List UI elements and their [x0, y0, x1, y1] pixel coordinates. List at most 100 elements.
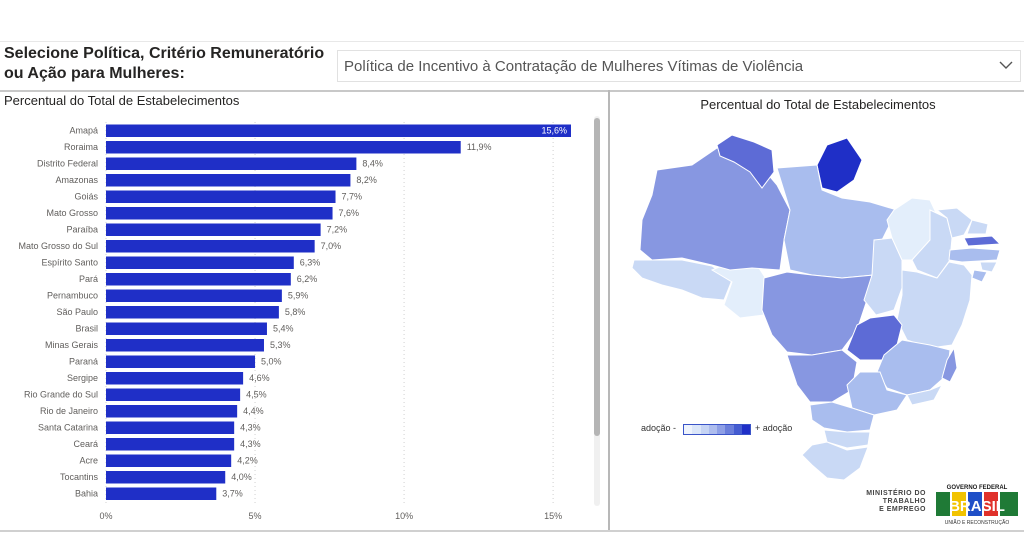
bar: [106, 405, 238, 418]
x-tick-label: 0%: [99, 511, 112, 521]
map-state-amapa: [816, 137, 863, 193]
category-label: Ceará: [73, 439, 98, 449]
legend-high-label: + adoção: [755, 423, 793, 433]
bar: [106, 207, 333, 220]
map-state-espirito-santo: [941, 346, 958, 383]
category-label: Sergipe: [67, 373, 98, 383]
data-label: 3,7%: [222, 489, 243, 499]
data-label: 7,2%: [327, 225, 348, 235]
category-label: Paraíba: [66, 225, 98, 235]
map-state-parana: [809, 401, 875, 433]
bar: [106, 487, 217, 500]
ministry-logo-text: MINISTÉRIO DO TRABALHO E EMPREGO: [850, 490, 926, 514]
data-label: 11,9%: [467, 142, 492, 152]
map-state-ceara: [935, 207, 973, 239]
svg-text:BRASIL: BRASIL: [949, 498, 1005, 515]
selector-label: Selecione Política, Critério Remuneratór…: [4, 45, 325, 82]
ministry-line: TRABALHO: [882, 498, 926, 505]
category-label: Rio Grande do Sul: [24, 390, 98, 400]
bar: [106, 421, 235, 434]
category-label: Espírito Santo: [41, 258, 98, 268]
data-label: 15,6%: [541, 126, 567, 136]
x-tick-label: 15%: [544, 511, 562, 521]
data-label: 4,3%: [240, 423, 261, 433]
category-label: Amazonas: [55, 175, 98, 185]
dropdown-selected-value[interactable]: Política de Incentivo à Contratação de M…: [344, 58, 804, 75]
bar: [106, 388, 241, 401]
svg-text:GOVERNO FEDERAL: GOVERNO FEDERAL: [947, 485, 1008, 491]
map-state-rio-grande-do-sul: [801, 441, 869, 481]
bar: [106, 355, 256, 368]
data-label: 7,7%: [342, 192, 363, 202]
governo-federal-logo: GOVERNO FEDERAL BRASIL UNIÃO E RECONSTRU…: [936, 485, 1018, 526]
legend-swatch: [741, 425, 750, 434]
category-label: Pernambuco: [47, 291, 98, 301]
data-label: 5,8%: [285, 307, 306, 317]
bottom-divider: [0, 530, 1024, 532]
map-title: Percentual do Total de Estabelecimentos: [700, 97, 936, 112]
legend-swatch: [725, 425, 734, 434]
data-label: 5,3%: [270, 340, 291, 350]
bar: [106, 141, 461, 154]
data-label: 8,4%: [362, 159, 383, 169]
bar: [106, 471, 226, 484]
data-label: 4,6%: [249, 373, 270, 383]
legend-swatch: [684, 425, 693, 434]
bar: [106, 454, 232, 467]
bar: [106, 289, 282, 302]
bar: [106, 306, 279, 319]
bar: [106, 223, 321, 236]
data-label: 5,9%: [288, 291, 309, 301]
map-state-alagoas: [979, 261, 998, 273]
data-label: 4,3%: [240, 439, 261, 449]
bar: [106, 174, 351, 187]
brazil-map: [631, 134, 1002, 481]
top-divider: [0, 41, 1024, 42]
bar-chart-title: Percentual do Total de Estabelecimentos: [4, 93, 240, 108]
bar: [106, 339, 264, 352]
svg-text:UNIÃO E RECONSTRUÇÃO: UNIÃO E RECONSTRUÇÃO: [945, 519, 1010, 526]
data-label: 8,2%: [356, 175, 377, 185]
map-state-paraiba: [963, 235, 1002, 247]
data-label: 4,2%: [237, 456, 258, 466]
category-label: Minas Gerais: [45, 340, 99, 350]
category-label: Pará: [79, 274, 98, 284]
panel-divider: [0, 90, 1024, 92]
data-label: 7,0%: [321, 241, 342, 251]
data-label: 7,6%: [339, 208, 360, 218]
legend-color-scale: [683, 424, 751, 435]
legend-swatch: [700, 425, 709, 434]
data-label: 4,5%: [246, 390, 267, 400]
x-tick-label: 5%: [249, 511, 262, 521]
category-label: São Paulo: [56, 307, 98, 317]
category-label: Mato Grosso do Sul: [18, 241, 98, 251]
ministry-line: E EMPREGO: [879, 506, 926, 513]
chevron-down-icon[interactable]: [998, 58, 1014, 72]
scrollbar-thumb[interactable]: [594, 118, 600, 436]
data-label: 5,4%: [273, 324, 294, 334]
data-label: 4,4%: [243, 406, 264, 416]
bar: [106, 240, 315, 253]
category-label: Tocantins: [60, 472, 99, 482]
panel-vertical-divider: [608, 90, 610, 530]
legend-swatch: [717, 425, 726, 434]
category-label: Distrito Federal: [37, 159, 98, 169]
bar: [106, 190, 336, 203]
bar: [106, 322, 267, 335]
bar: [106, 157, 357, 170]
bar: [106, 124, 571, 137]
category-label: Brasil: [75, 324, 98, 334]
map-state-sergipe: [971, 269, 988, 283]
bar: [106, 273, 291, 286]
category-label: Acre: [79, 456, 98, 466]
policy-dropdown[interactable]: Política de Incentivo à Contratação de M…: [337, 50, 1021, 82]
category-label: Goiás: [74, 192, 98, 202]
category-label: Santa Catarina: [38, 423, 98, 433]
bar: [106, 438, 235, 451]
x-tick-label: 10%: [395, 511, 413, 521]
data-label: 6,3%: [300, 258, 321, 268]
ministry-line: MINISTÉRIO DO: [866, 490, 926, 497]
map-state-acre: [631, 259, 733, 301]
legend-swatch: [733, 425, 742, 434]
bar: [106, 372, 244, 385]
